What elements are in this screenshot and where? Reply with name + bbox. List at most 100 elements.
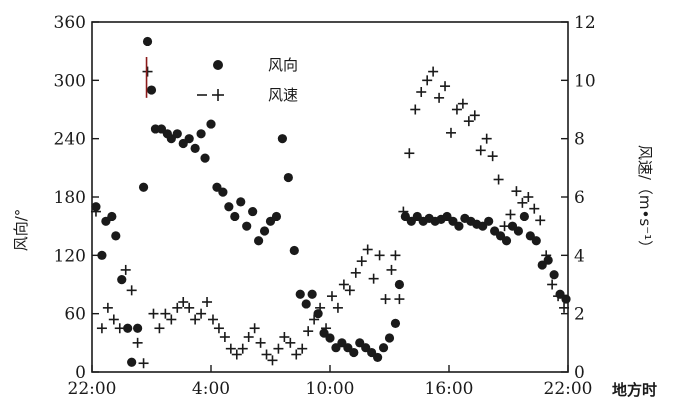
wind-direction-point xyxy=(301,299,311,309)
plot-border xyxy=(91,21,569,373)
wind-speed-point xyxy=(416,87,427,97)
wind-speed-point xyxy=(445,127,456,138)
wind-speed-point xyxy=(517,197,528,208)
wind-speed-point xyxy=(255,337,266,348)
wind-direction-point xyxy=(248,206,258,217)
wind-direction-point xyxy=(549,270,559,280)
wind-speed-point xyxy=(451,104,462,115)
wind-speed-point xyxy=(96,323,107,334)
wind-speed-point xyxy=(493,174,504,185)
y-right-tick-label: 6 xyxy=(574,188,585,208)
wind-direction-point xyxy=(325,333,335,343)
wind-speed-point xyxy=(297,343,308,354)
wind-speed-point xyxy=(120,264,131,275)
wind-speed-point xyxy=(404,148,415,159)
y-left-tick-label: 360 xyxy=(54,13,86,33)
wind-speed-series xyxy=(90,66,570,369)
wind-direction-point xyxy=(196,129,206,139)
wind-speed-point xyxy=(487,151,498,162)
y-left-tick-label: 240 xyxy=(54,130,86,150)
wind-direction-point xyxy=(242,221,252,231)
wind-speed-point xyxy=(368,273,379,284)
wind-speed-point xyxy=(559,302,570,313)
wind-speed-point xyxy=(469,110,480,121)
wind-speed-point xyxy=(481,133,492,144)
wind-direction-point xyxy=(127,357,137,367)
x-axis-unit-label: 地方时 xyxy=(612,381,657,399)
legend-dot-marker xyxy=(213,60,223,70)
wind-direction-point xyxy=(142,36,153,47)
wind-speed-point xyxy=(225,343,236,354)
wind-direction-point xyxy=(283,172,293,183)
wind-direction-point xyxy=(501,236,512,246)
wind-direction-point xyxy=(378,343,389,353)
x-axis: 22:00 4:00 10:00 16:00 22:00 xyxy=(68,365,593,399)
y-left-tick-label: 300 xyxy=(54,71,86,91)
legend-plus-marker xyxy=(197,89,224,101)
y-right-tick-label: 2 xyxy=(574,305,585,325)
wind-direction-point xyxy=(230,211,240,222)
wind-direction-point xyxy=(117,275,127,285)
wind-speed-point xyxy=(440,81,451,92)
x-tick-label: 22:00 xyxy=(544,379,593,399)
wind-direction-point xyxy=(236,197,246,207)
wind-speed-point xyxy=(291,349,302,360)
wind-speed-point xyxy=(475,145,486,156)
wind-speed-point xyxy=(102,302,113,313)
y-left-axis-title: 风向/° xyxy=(12,209,30,252)
wind-speed-point xyxy=(160,308,171,319)
wind-speed-point xyxy=(338,279,349,290)
wind-speed-point xyxy=(541,250,552,261)
wind-speed-point xyxy=(148,308,159,319)
wind-speed-point xyxy=(428,66,439,77)
wind-direction-point xyxy=(454,221,464,231)
wind-speed-point xyxy=(553,291,564,302)
wind-speed-point xyxy=(535,215,546,226)
wind-direction-point xyxy=(289,245,299,256)
wind-direction-point xyxy=(138,182,149,192)
wind-direction-point xyxy=(146,85,157,95)
wind-direction-point xyxy=(190,143,200,153)
wind-direction-point xyxy=(200,153,210,163)
wind-speed-point xyxy=(321,323,332,334)
wind-direction-series xyxy=(91,36,571,367)
x-tick-label: 22:00 xyxy=(68,379,117,399)
wind-direction-point xyxy=(561,294,571,304)
wind-speed-point xyxy=(90,206,101,217)
data-marks xyxy=(90,36,571,369)
wind-direction-point xyxy=(373,352,383,363)
wind-speed-point xyxy=(261,349,272,360)
wind-speed-point xyxy=(231,349,242,360)
y-left-tick-label: 120 xyxy=(54,246,86,266)
wind-speed-point xyxy=(138,358,149,369)
legend-label-direction: 风向 xyxy=(268,56,298,74)
wind-speed-point xyxy=(505,209,516,220)
wind-speed-point xyxy=(243,332,254,342)
wind-speed-point xyxy=(249,323,260,334)
left-axis: 0 60 120 180 240 300 360 xyxy=(54,13,99,383)
wind-speed-point xyxy=(511,186,522,197)
wind-speed-point xyxy=(315,302,326,313)
wind-direction-point xyxy=(111,231,121,241)
legend-label-speed: 风速 xyxy=(268,86,298,104)
wind-speed-point xyxy=(394,294,405,305)
y-left-tick-label: 180 xyxy=(54,188,86,208)
wind-direction-point xyxy=(543,255,553,265)
wind-speed-point xyxy=(142,66,153,77)
wind-speed-point xyxy=(237,343,248,354)
wind-speed-point xyxy=(380,294,391,305)
wind-speed-point xyxy=(410,104,421,115)
legend: 风向 风速 xyxy=(197,56,298,104)
wind-direction-point xyxy=(531,236,541,246)
wind-speed-point xyxy=(213,323,224,334)
wind-speed-point xyxy=(356,256,367,267)
wind-speed-point xyxy=(309,314,320,325)
wind-speed-point xyxy=(434,92,445,103)
wind-speed-point xyxy=(332,302,343,313)
x-tick-label: 4:00 xyxy=(192,379,230,399)
wind-direction-point xyxy=(384,333,395,343)
wind-speed-point xyxy=(344,285,355,296)
wind-direction-point xyxy=(394,279,405,290)
wind-speed-point xyxy=(350,267,361,278)
